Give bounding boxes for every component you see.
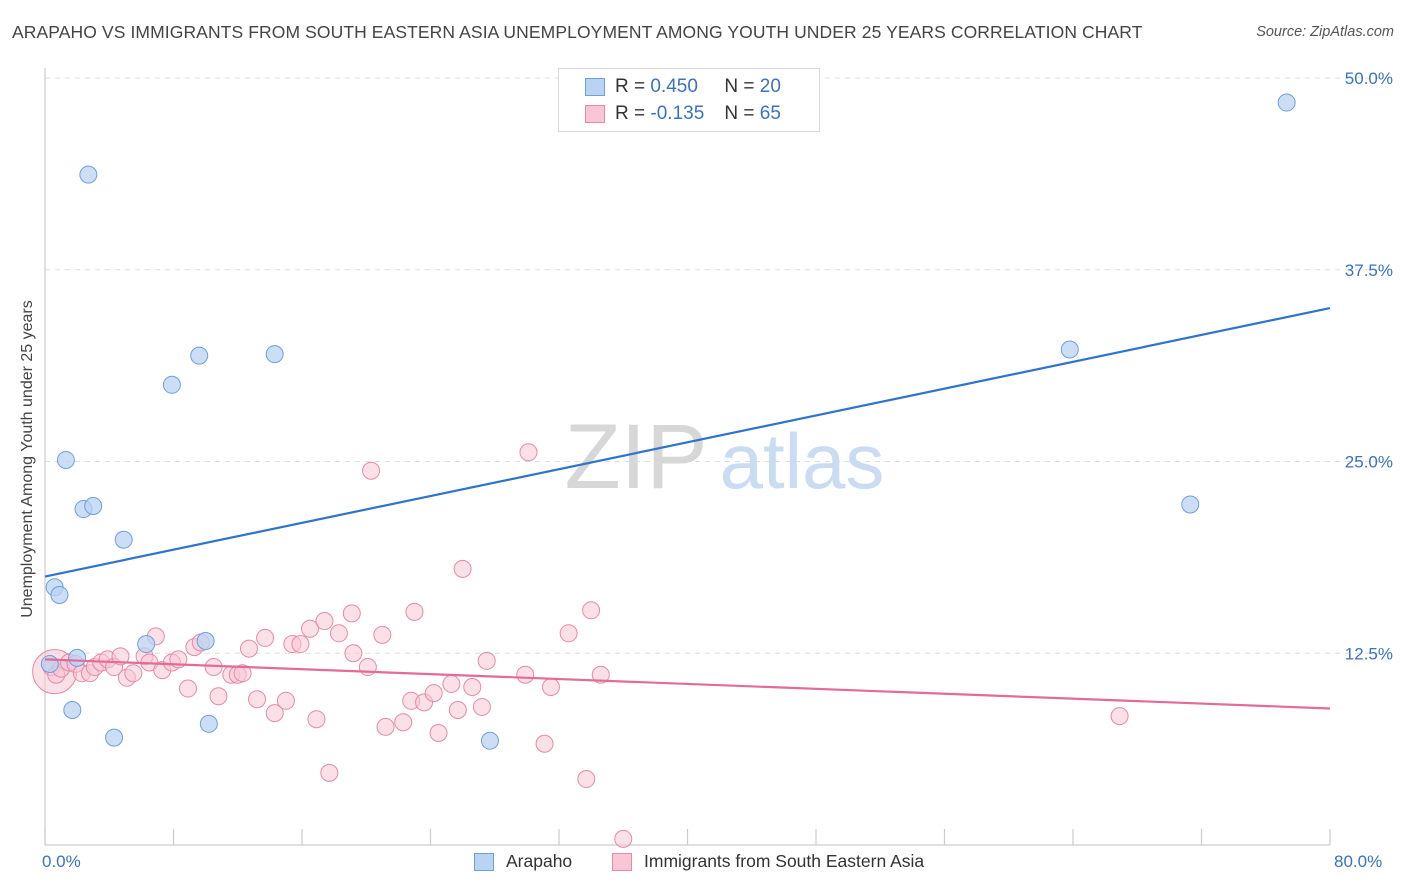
data-point-sea bbox=[519, 443, 538, 462]
data-point-sea bbox=[453, 559, 472, 578]
data-point-sea bbox=[424, 684, 443, 703]
legend-swatch-sea bbox=[585, 105, 605, 123]
data-point-sea bbox=[516, 665, 535, 684]
data-point-arapaho bbox=[56, 450, 75, 469]
data-point-arapaho bbox=[196, 631, 215, 650]
data-point-sea bbox=[448, 701, 467, 720]
data-point-arapaho bbox=[63, 701, 82, 720]
chart-title: ARAPAHO VS IMMIGRANTS FROM SOUTH EASTERN… bbox=[12, 22, 1143, 42]
trend-line-sea bbox=[44, 658, 1331, 710]
data-point-arapaho bbox=[162, 375, 181, 394]
data-point-arapaho bbox=[265, 345, 284, 364]
data-point-sea bbox=[442, 674, 461, 693]
axes bbox=[44, 68, 1331, 846]
data-point-arapaho bbox=[68, 648, 87, 667]
data-point-sea bbox=[362, 461, 381, 480]
legend-n-value: 20 bbox=[759, 76, 781, 97]
series-swatch-sea bbox=[612, 852, 632, 871]
series-label-sea: Immigrants from South Eastern Asia bbox=[644, 851, 925, 871]
y-tick-label: 25.0% bbox=[1345, 453, 1393, 472]
data-point-sea bbox=[209, 687, 228, 706]
y-tick-label: 12.5% bbox=[1345, 644, 1393, 663]
series-legend-arapaho: Arapaho bbox=[474, 851, 572, 872]
data-point-sea bbox=[614, 829, 633, 848]
data-point-sea bbox=[329, 624, 348, 643]
legend-r-label: R = bbox=[615, 76, 646, 97]
legend-row-sea: R = -0.135 N = 65 bbox=[585, 102, 781, 126]
data-point-arapaho bbox=[199, 714, 218, 733]
data-point-sea bbox=[463, 677, 482, 696]
data-point-sea bbox=[307, 710, 326, 729]
correlation-legend: R = 0.450 N = 20 R = -0.135 N = 65 bbox=[558, 68, 820, 132]
data-point-arapaho bbox=[1277, 93, 1296, 112]
series-label-arapaho: Arapaho bbox=[506, 851, 573, 871]
data-point-sea bbox=[178, 679, 197, 698]
series-swatch-arapaho bbox=[474, 852, 494, 871]
data-point-sea bbox=[315, 612, 334, 631]
legend-r-value: -0.135 bbox=[650, 103, 705, 124]
data-point-sea bbox=[320, 763, 339, 782]
data-point-arapaho bbox=[50, 585, 69, 604]
x-tick-label-min: 0.0% bbox=[42, 852, 81, 871]
grid-layer bbox=[45, 77, 1392, 654]
data-point-sea bbox=[342, 604, 361, 623]
data-point-sea bbox=[577, 770, 596, 789]
data-point-sea bbox=[559, 624, 578, 643]
data-point-sea bbox=[394, 713, 413, 732]
data-point-sea bbox=[301, 619, 320, 638]
data-point-arapaho bbox=[40, 654, 59, 673]
data-point-sea bbox=[405, 602, 424, 621]
chart-source: Source: ZipAtlas.com bbox=[1256, 24, 1394, 40]
data-point-sea bbox=[582, 601, 601, 620]
data-point-sea bbox=[477, 651, 496, 670]
data-point-sea bbox=[373, 625, 392, 644]
data-point-sea bbox=[256, 628, 275, 647]
data-point-sea bbox=[233, 664, 252, 683]
data-point-arapaho bbox=[84, 496, 103, 515]
data-point-sea bbox=[344, 644, 363, 663]
data-point-sea bbox=[124, 664, 143, 683]
data-point-arapaho bbox=[137, 635, 156, 654]
data-point-sea bbox=[291, 635, 310, 654]
trend-lines bbox=[44, 307, 1331, 710]
x-tick-label-max: 80.0% bbox=[1334, 852, 1383, 871]
data-point-arapaho bbox=[114, 530, 133, 549]
watermark-zip: ZIP bbox=[564, 406, 707, 508]
data-point-sea bbox=[111, 647, 130, 666]
data-point-sea bbox=[276, 691, 295, 710]
legend-swatch-arapaho bbox=[585, 78, 605, 96]
data-point-sea bbox=[376, 717, 395, 736]
data-point-sea bbox=[535, 734, 554, 753]
legend-n-value: 65 bbox=[759, 103, 781, 124]
data-point-sea bbox=[265, 704, 284, 723]
y-tick-labels: 12.5% 25.0% 37.5% 50.0% bbox=[1345, 69, 1393, 663]
watermark-atlas: atlas bbox=[720, 417, 885, 505]
data-point-sea bbox=[1110, 707, 1129, 726]
data-point-sea bbox=[429, 724, 448, 743]
trend-line-arapaho bbox=[44, 307, 1331, 578]
data-point-arapaho bbox=[190, 346, 209, 365]
data-point-sea bbox=[239, 639, 258, 658]
data-point-arapaho bbox=[1181, 495, 1200, 514]
watermark: ZIP atlas bbox=[564, 406, 884, 508]
data-point-sea bbox=[591, 665, 610, 684]
data-point-arapaho bbox=[79, 165, 98, 184]
data-point-sea bbox=[472, 697, 491, 716]
data-point-arapaho bbox=[1060, 340, 1079, 359]
legend-n-label: N = bbox=[724, 76, 755, 97]
y-tick-label: 37.5% bbox=[1345, 261, 1393, 280]
y-tick-label: 50.0% bbox=[1345, 69, 1393, 88]
legend-row-arapaho: R = 0.450 N = 20 bbox=[585, 75, 781, 99]
legend-r-label: R = bbox=[615, 103, 646, 124]
legend-n-label: N = bbox=[724, 103, 755, 124]
data-point-arapaho bbox=[105, 728, 124, 747]
data-point-sea bbox=[248, 690, 267, 709]
data-point-sea bbox=[541, 677, 560, 696]
data-point-arapaho bbox=[480, 731, 499, 750]
series-legend-sea: Immigrants from South Eastern Asia bbox=[612, 851, 924, 872]
legend-r-value: 0.450 bbox=[650, 76, 698, 97]
data-points bbox=[32, 93, 1296, 848]
